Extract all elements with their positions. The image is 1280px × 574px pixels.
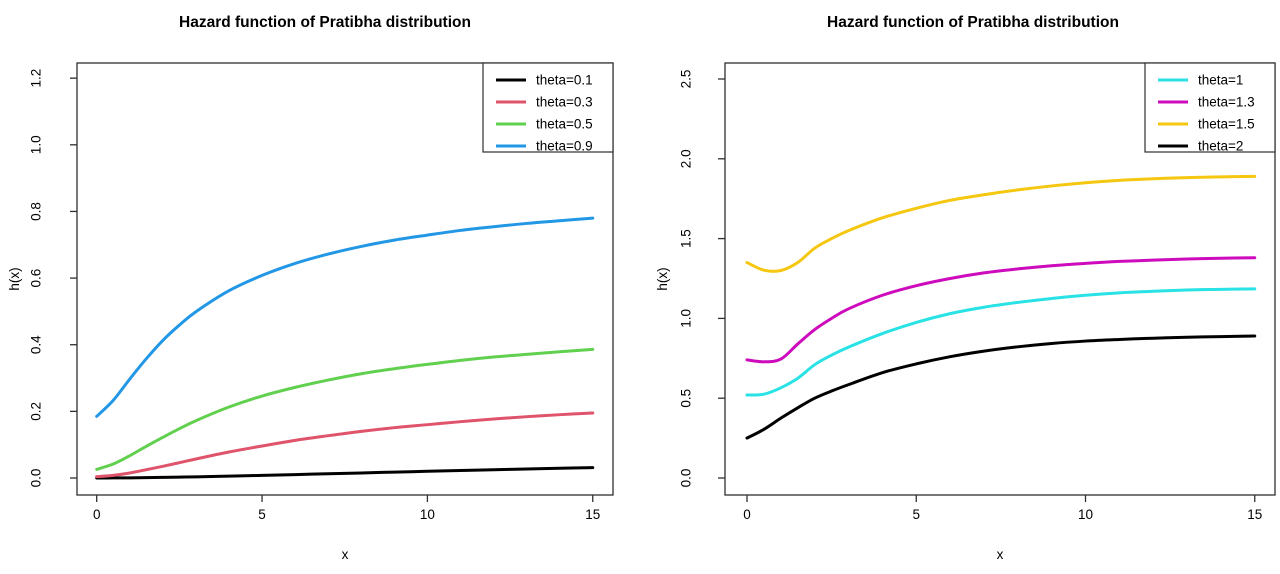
y-axis-tick-label: 2.0 <box>679 149 694 168</box>
y-axis-tick-label: 1.2 <box>29 69 44 88</box>
series-curve-theta-0.9 <box>95 216 595 418</box>
x-axis-label: x <box>997 547 1004 562</box>
x-axis-tick-label: 15 <box>1247 507 1262 522</box>
y-axis-tick-label: 0.6 <box>29 269 44 288</box>
plot-box <box>76 62 614 496</box>
x-axis-tick-label: 0 <box>743 507 751 522</box>
y-axis-tick-label: 0.8 <box>29 202 44 221</box>
y-axis-tick-label: 0.0 <box>679 469 694 488</box>
y-axis-tick-label: 0.0 <box>29 469 44 488</box>
y-axis-tick-label: 1.0 <box>29 135 44 154</box>
x-axis-tick-label: 0 <box>93 507 101 522</box>
legend-label: theta=0.9 <box>536 139 593 154</box>
y-axis-label: h(x) <box>655 267 670 290</box>
legend-label: theta=0.5 <box>536 117 593 132</box>
y-axis-tick-label: 0.5 <box>679 389 694 408</box>
x-axis-tick-label: 15 <box>585 507 600 522</box>
legend-label: theta=0.1 <box>536 73 593 88</box>
series-curve-theta-1.3 <box>745 256 1257 364</box>
legend-label: theta=1.3 <box>1198 95 1255 110</box>
x-axis-tick-label: 10 <box>1078 507 1093 522</box>
x-axis-tick-label: 5 <box>912 507 920 522</box>
panel-title: Hazard function of Pratibha distribution <box>179 14 471 31</box>
x-axis-tick-label: 10 <box>420 507 435 522</box>
y-axis-label: h(x) <box>7 267 22 290</box>
legend-label: theta=1.5 <box>1198 117 1255 132</box>
x-axis-label: x <box>342 547 349 562</box>
series-curve-theta-0.1 <box>95 466 595 480</box>
legend-box <box>482 62 614 153</box>
y-axis-tick-label: 0.4 <box>29 335 44 354</box>
series-curve-theta-1 <box>745 287 1257 397</box>
y-axis-tick-label: 1.0 <box>679 309 694 328</box>
legend-label: theta=1 <box>1198 73 1243 88</box>
legend-label: theta=0.3 <box>536 95 593 110</box>
series-curve-theta-0.5 <box>95 347 595 471</box>
series-curve-theta-2 <box>745 334 1257 440</box>
legend-label: theta=2 <box>1198 139 1243 154</box>
y-axis-tick-label: 2.5 <box>679 70 694 89</box>
panel-title: Hazard function of Pratibha distribution <box>827 14 1119 31</box>
series-curve-theta-0.3 <box>95 411 595 479</box>
legend-box <box>1144 62 1276 153</box>
plot-box <box>724 62 1276 496</box>
y-axis-tick-label: 0.2 <box>29 402 44 421</box>
x-axis-tick-label: 5 <box>258 507 266 522</box>
y-axis-tick-label: 1.5 <box>679 229 694 248</box>
series-curve-theta-1.5 <box>745 174 1257 273</box>
